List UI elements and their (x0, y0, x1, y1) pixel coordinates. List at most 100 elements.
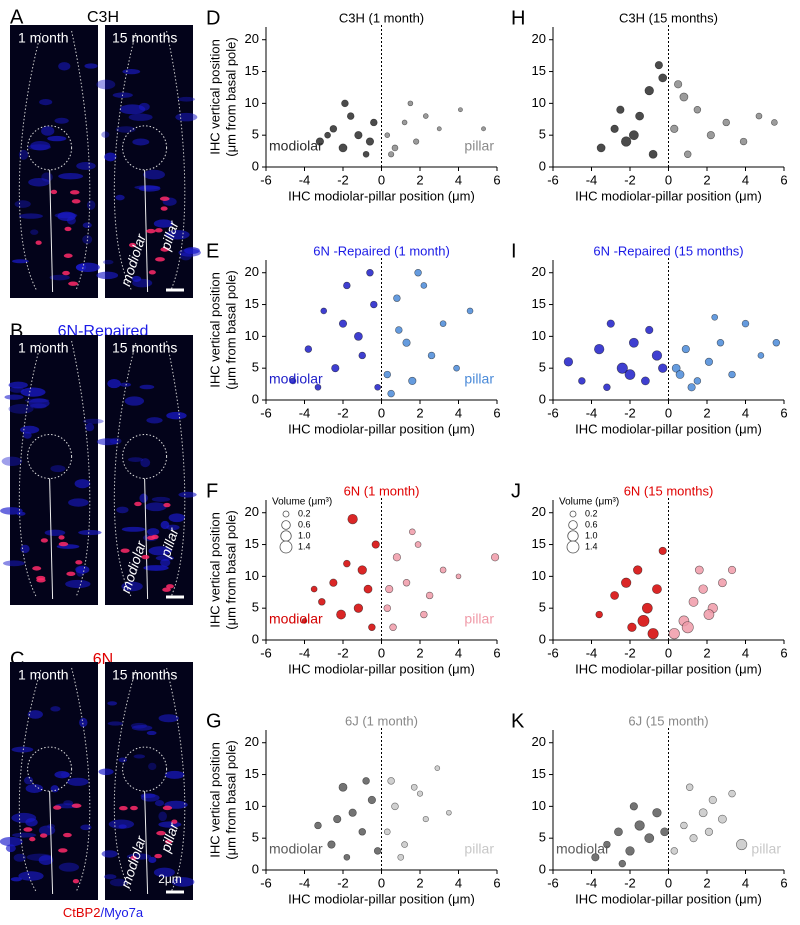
synapse (718, 578, 727, 588)
y-axis-label: (μm from basal pole) (223, 37, 238, 156)
synapse (722, 118, 730, 127)
synapse (603, 840, 611, 849)
series-label: modiolar (269, 138, 323, 154)
myo7a-signal (41, 126, 55, 136)
x-tick-label: 4 (455, 172, 462, 187)
panel-letter: A (10, 6, 24, 28)
ctbp2-puncta (29, 836, 36, 842)
synapse (671, 363, 681, 373)
panel-letter: J (511, 480, 521, 502)
x-tick-label: -4 (586, 645, 598, 660)
y-tick-label: 0 (539, 861, 546, 876)
x-tick-label: 4 (455, 645, 462, 660)
x-axis-label: IHC modiolar-pillar position (μm) (575, 891, 762, 906)
synapse (301, 618, 308, 624)
synapse (637, 614, 650, 627)
myo7a-signal (30, 403, 47, 409)
y-tick-label: 0 (252, 631, 259, 646)
synapse (728, 370, 736, 379)
synapse (439, 566, 447, 574)
myo7a-signal (127, 457, 144, 462)
y-tick-label: 0 (252, 861, 259, 876)
synapse (594, 343, 605, 355)
myo7a-signal (132, 138, 150, 146)
myo7a-signal (119, 382, 132, 387)
synapse (434, 765, 441, 771)
synapse (616, 362, 628, 374)
synapse (422, 816, 429, 823)
size-legend-label: 0.2 (298, 508, 311, 518)
nucleus-outline (122, 746, 168, 792)
ctbp2-puncta (68, 281, 78, 286)
myo7a-signal (82, 235, 93, 244)
synapse (741, 319, 750, 328)
synapse (354, 131, 363, 140)
synapse (458, 107, 463, 113)
synapse (644, 833, 655, 844)
synapse (338, 319, 348, 328)
y-tick-label: 20 (532, 734, 546, 749)
myo7a-signal (20, 544, 30, 554)
synapse (357, 565, 367, 575)
series-label: modiolar (269, 371, 323, 387)
synapse (410, 783, 418, 791)
ctbp2-puncta (71, 199, 81, 204)
size-legend-label: 0.6 (298, 519, 311, 529)
myo7a-signal (2, 560, 25, 567)
myo7a-signal (168, 513, 186, 523)
synapse (327, 840, 336, 849)
x-tick-label: 2 (703, 875, 710, 890)
cell-outline (18, 340, 91, 598)
x-tick-label: 0 (665, 172, 672, 187)
ctbp2-puncta (36, 578, 46, 583)
y-tick-label: 0 (539, 631, 546, 646)
synapse (362, 777, 370, 785)
myo7a-signal (131, 275, 142, 282)
y-tick-label: 20 (532, 504, 546, 519)
synapse (446, 809, 452, 816)
x-axis-label: IHC modiolar-pillar position (μm) (575, 421, 762, 436)
synapse (420, 282, 428, 289)
synapse (346, 112, 355, 120)
ctbp2-puncta (156, 830, 166, 836)
panel-letter: K (511, 710, 525, 732)
synapse (728, 789, 736, 798)
myo7a-signal (44, 529, 66, 536)
x-tick-label: 0 (378, 645, 385, 660)
myo7a-signal (158, 714, 179, 723)
synapse (373, 847, 382, 855)
y-tick-label: 15 (245, 296, 259, 311)
synapse (629, 802, 638, 811)
y-tick-label: 15 (532, 536, 546, 551)
synapse (329, 578, 338, 587)
ctbp2-puncta (160, 247, 170, 252)
y-tick-label: 20 (245, 31, 259, 46)
synapse (401, 119, 408, 126)
myo7a-signal (166, 411, 187, 420)
ctbp2-puncta (162, 805, 173, 811)
x-tick-label: 0 (378, 405, 385, 420)
myo7a-signal (0, 507, 23, 515)
myo7a-signal (160, 520, 170, 530)
synapse (679, 92, 689, 102)
synapse (634, 820, 645, 831)
x-tick-label: -2 (624, 172, 636, 187)
x-tick-label: 2 (416, 172, 423, 187)
y-tick-label: 0 (539, 158, 546, 173)
myo7a-signal (30, 229, 39, 235)
y-tick-label: 15 (245, 63, 259, 78)
y-tick-label: 10 (245, 568, 259, 583)
synapse (392, 553, 401, 562)
synapse (420, 610, 428, 619)
size-legend-label: 1.4 (298, 541, 311, 551)
synapse (595, 610, 603, 619)
synapse (416, 790, 424, 797)
myo7a-signal (128, 113, 153, 121)
myo7a-signal (25, 783, 44, 793)
synapse (439, 320, 447, 327)
myo7a-signal (154, 800, 165, 807)
size-legend-label: 1.4 (585, 541, 598, 551)
synapse (578, 377, 586, 385)
nucleus-outline (27, 125, 73, 171)
